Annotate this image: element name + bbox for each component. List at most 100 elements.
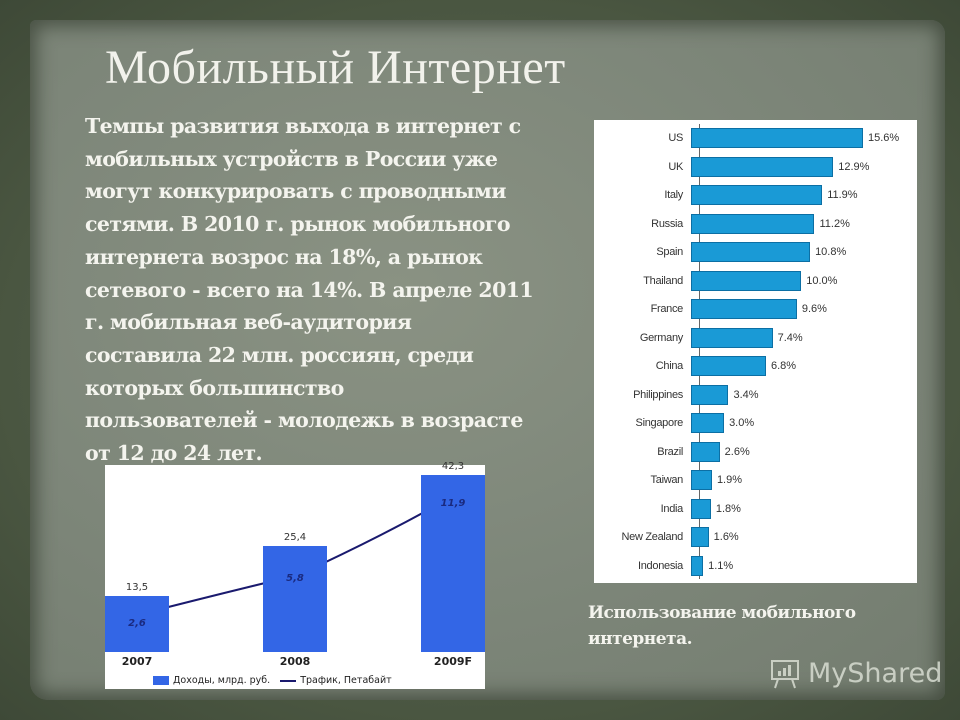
legend-swatch-traffic — [280, 679, 297, 682]
year-label: 2009F — [433, 655, 473, 668]
body-line: интернета возрос на 18%, а рынок — [85, 244, 483, 269]
body-line: сетями. В 2010 г. рынок мобильного — [85, 212, 511, 237]
country-value-label: 1.6% — [713, 531, 739, 543]
country-row: Germany 7.4% — [594, 325, 803, 351]
country-row: Taiwan 1.9% — [594, 467, 742, 493]
country-label: Taiwan — [650, 474, 684, 486]
country-label: Philippines — [633, 388, 683, 401]
country-label: Singapore — [635, 417, 684, 429]
country-value-label: 3.4% — [733, 388, 759, 401]
body-line: от 12 до 24 лет. — [85, 441, 263, 466]
watermark: MyShared — [768, 656, 942, 690]
revenue-bar — [105, 595, 169, 652]
country-value-label: 1.1% — [708, 559, 734, 572]
watermark-text: MyShared — [808, 657, 943, 689]
country-value-label: 2.6% — [724, 445, 750, 458]
body-line: могут конкурировать с проводными — [85, 179, 506, 204]
body-line: которых большинство — [85, 375, 344, 400]
country-bar — [691, 299, 797, 319]
country-label: UK — [668, 160, 683, 173]
country-value-label: 11.2% — [819, 217, 850, 230]
country-row: Philippines 3.4% — [594, 382, 759, 408]
slide-title: Мобильный Интернет — [105, 41, 566, 94]
country-label: Germany — [639, 331, 683, 344]
country-row: Spain 10.8% — [594, 239, 846, 265]
revenue-value-label: 25,4 — [283, 531, 307, 543]
country-value-label: 6.8% — [770, 360, 797, 372]
country-bar — [691, 384, 729, 405]
country-bar — [691, 413, 725, 433]
country-bar — [691, 327, 773, 348]
legend-label-revenue: Доходы, млрд. руб. — [173, 675, 271, 686]
country-value-label: 12.9% — [838, 160, 870, 173]
country-bar — [691, 441, 720, 462]
body-line: сетевого - всего на 14%. В апреле 2011 — [85, 277, 534, 302]
year-label: 2008 — [279, 655, 311, 668]
revenue-traffic-chart: Доходы, млрд. руб. Трафик, Петабайт 13,5… — [105, 461, 485, 689]
body-line: мобильных устройств в России уже — [85, 146, 498, 171]
country-label: Italy — [664, 189, 683, 201]
country-bar — [691, 555, 704, 576]
country-row: New Zealand 1.6% — [594, 524, 739, 550]
country-bar — [691, 185, 823, 205]
traffic-value-label: 5,8 — [286, 573, 304, 584]
caption-line: Использование мобильного — [588, 603, 856, 623]
country-row: India 1.8% — [594, 496, 741, 522]
chart-caption: Использование мобильного интернета. — [588, 600, 856, 652]
country-value-label: 7.4% — [777, 331, 803, 344]
revenue-bar — [421, 475, 485, 652]
country-value-label: 15.6% — [868, 132, 900, 144]
presentation-board-icon — [771, 660, 799, 689]
country-label: Brazil — [657, 445, 683, 458]
country-value-label: 10.8% — [815, 246, 847, 258]
country-row: UK 12.9% — [594, 154, 869, 180]
country-label: France — [650, 303, 684, 315]
revenue-bar — [263, 545, 327, 652]
body-line: Темпы развития выхода в интернет с — [85, 114, 521, 138]
chart-axis — [699, 124, 700, 579]
country-label: New Zealand — [621, 531, 683, 543]
country-row: Brazil 2.6% — [594, 439, 750, 465]
body-line: г. мобильная веб-аудитория — [85, 310, 412, 335]
legend-swatch-revenue — [153, 676, 169, 685]
country-row: US 15.6% — [594, 125, 899, 151]
country-label: Indonesia — [637, 559, 683, 572]
country-bar — [691, 213, 815, 234]
body-line: пользователей - молодежь в возрасте — [85, 408, 523, 433]
body-line: составила 22 млн. россиян, среди — [85, 342, 474, 367]
country-value-label: 3.0% — [729, 417, 755, 429]
year-label: 2007 — [121, 655, 153, 668]
country-value-label: 9.6% — [801, 303, 827, 315]
traffic-value-label: 2,6 — [128, 618, 146, 629]
country-label: Russia — [651, 217, 683, 230]
country-label: US — [668, 132, 683, 144]
country-label: China — [655, 360, 684, 372]
country-bar — [691, 356, 766, 376]
revenue-value-label: 42,3 — [441, 461, 465, 472]
country-row: China 6.8% — [594, 353, 796, 379]
country-bar — [691, 156, 834, 177]
country-bar — [691, 270, 802, 291]
country-label: Thailand — [643, 274, 683, 287]
country-value-label: 1.9% — [716, 474, 743, 486]
country-value-label: 10.0% — [806, 274, 838, 287]
country-row: France 9.6% — [594, 296, 827, 322]
country-row: Italy 11.9% — [594, 182, 858, 208]
country-label: India — [660, 502, 684, 515]
country-row: Singapore 3.0% — [594, 410, 754, 436]
country-bar — [691, 527, 709, 547]
caption-line: интернета. — [588, 629, 693, 649]
country-value-label: 11.9% — [827, 189, 858, 201]
legend-label-traffic: Трафик, Петабайт — [300, 675, 392, 686]
country-value-label: 1.8% — [715, 502, 741, 515]
country-label: Spain — [656, 246, 683, 258]
country-usage-chart: US 15.6% UK 12.9% Italy 11.9% Russia 11.2% Spain… — [594, 120, 917, 583]
chart-legend: Доходы, млрд. руб. Трафик, Петабайт — [153, 675, 392, 686]
country-bar — [691, 470, 712, 490]
body-paragraph: Темпы развития выхода в интернет с мобиль… — [85, 110, 585, 470]
country-row: Indonesia 1.1% — [594, 553, 733, 579]
country-bar — [691, 498, 711, 519]
country-row: Russia 11.2% — [594, 211, 850, 237]
revenue-value-label: 13,5 — [125, 581, 149, 593]
country-bar — [691, 242, 811, 262]
